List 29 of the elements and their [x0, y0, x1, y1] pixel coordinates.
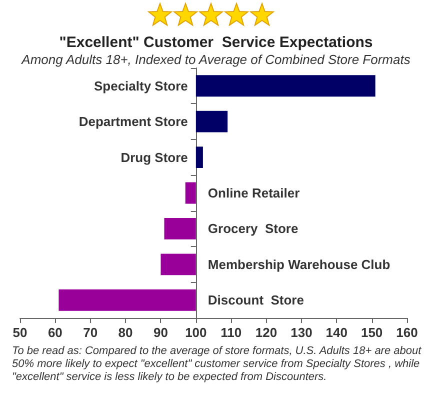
y-tick-label: Department Store: [78, 114, 188, 130]
bar: [58, 289, 196, 311]
bar: [185, 182, 196, 204]
text: To be read as: Compared to the average of store formats, U.S. Adults 18+ are about 50% more likely to expect "excellent" customer service from Specialty Stores , while "excellent" service is less likely to be expected from Discounters.: [12, 345, 422, 384]
x-tick-label: 110: [220, 325, 242, 340]
x-tick-label: 120: [255, 325, 278, 340]
x-tick-label: 160: [396, 325, 418, 340]
y-tick-label: Grocery Store: [208, 221, 298, 236]
y-tick-label: Online Retailer: [208, 186, 300, 200]
chart-subtitle: Among Adults 18+, Indexed to Average of Combined Store Formats: [20, 52, 411, 67]
x-tick-label: 50: [12, 325, 28, 340]
x-tick-label: 100: [185, 325, 207, 340]
y-tick-label: Discount Store: [208, 292, 304, 308]
x-tick-label: 70: [83, 325, 98, 340]
chart-title: "Excellent" Customer Service Expectations: [59, 34, 373, 51]
x-tick-label: 80: [118, 325, 133, 340]
bar: [196, 146, 203, 168]
x-tick-label: 90: [153, 325, 168, 340]
bar: [160, 254, 196, 276]
y-tick-label: Drug Store: [120, 150, 188, 165]
x-tick-label: 130: [290, 325, 312, 340]
bar: [196, 75, 376, 97]
bar: [196, 110, 228, 132]
x-tick-label: 60: [48, 325, 62, 340]
y-tick-label: Specialty Store: [94, 78, 188, 94]
x-tick-label: 150: [360, 325, 383, 340]
x-tick-label: 140: [326, 325, 348, 340]
bar: [164, 218, 196, 240]
y-tick-label: Membership Warehouse Club: [208, 256, 390, 272]
